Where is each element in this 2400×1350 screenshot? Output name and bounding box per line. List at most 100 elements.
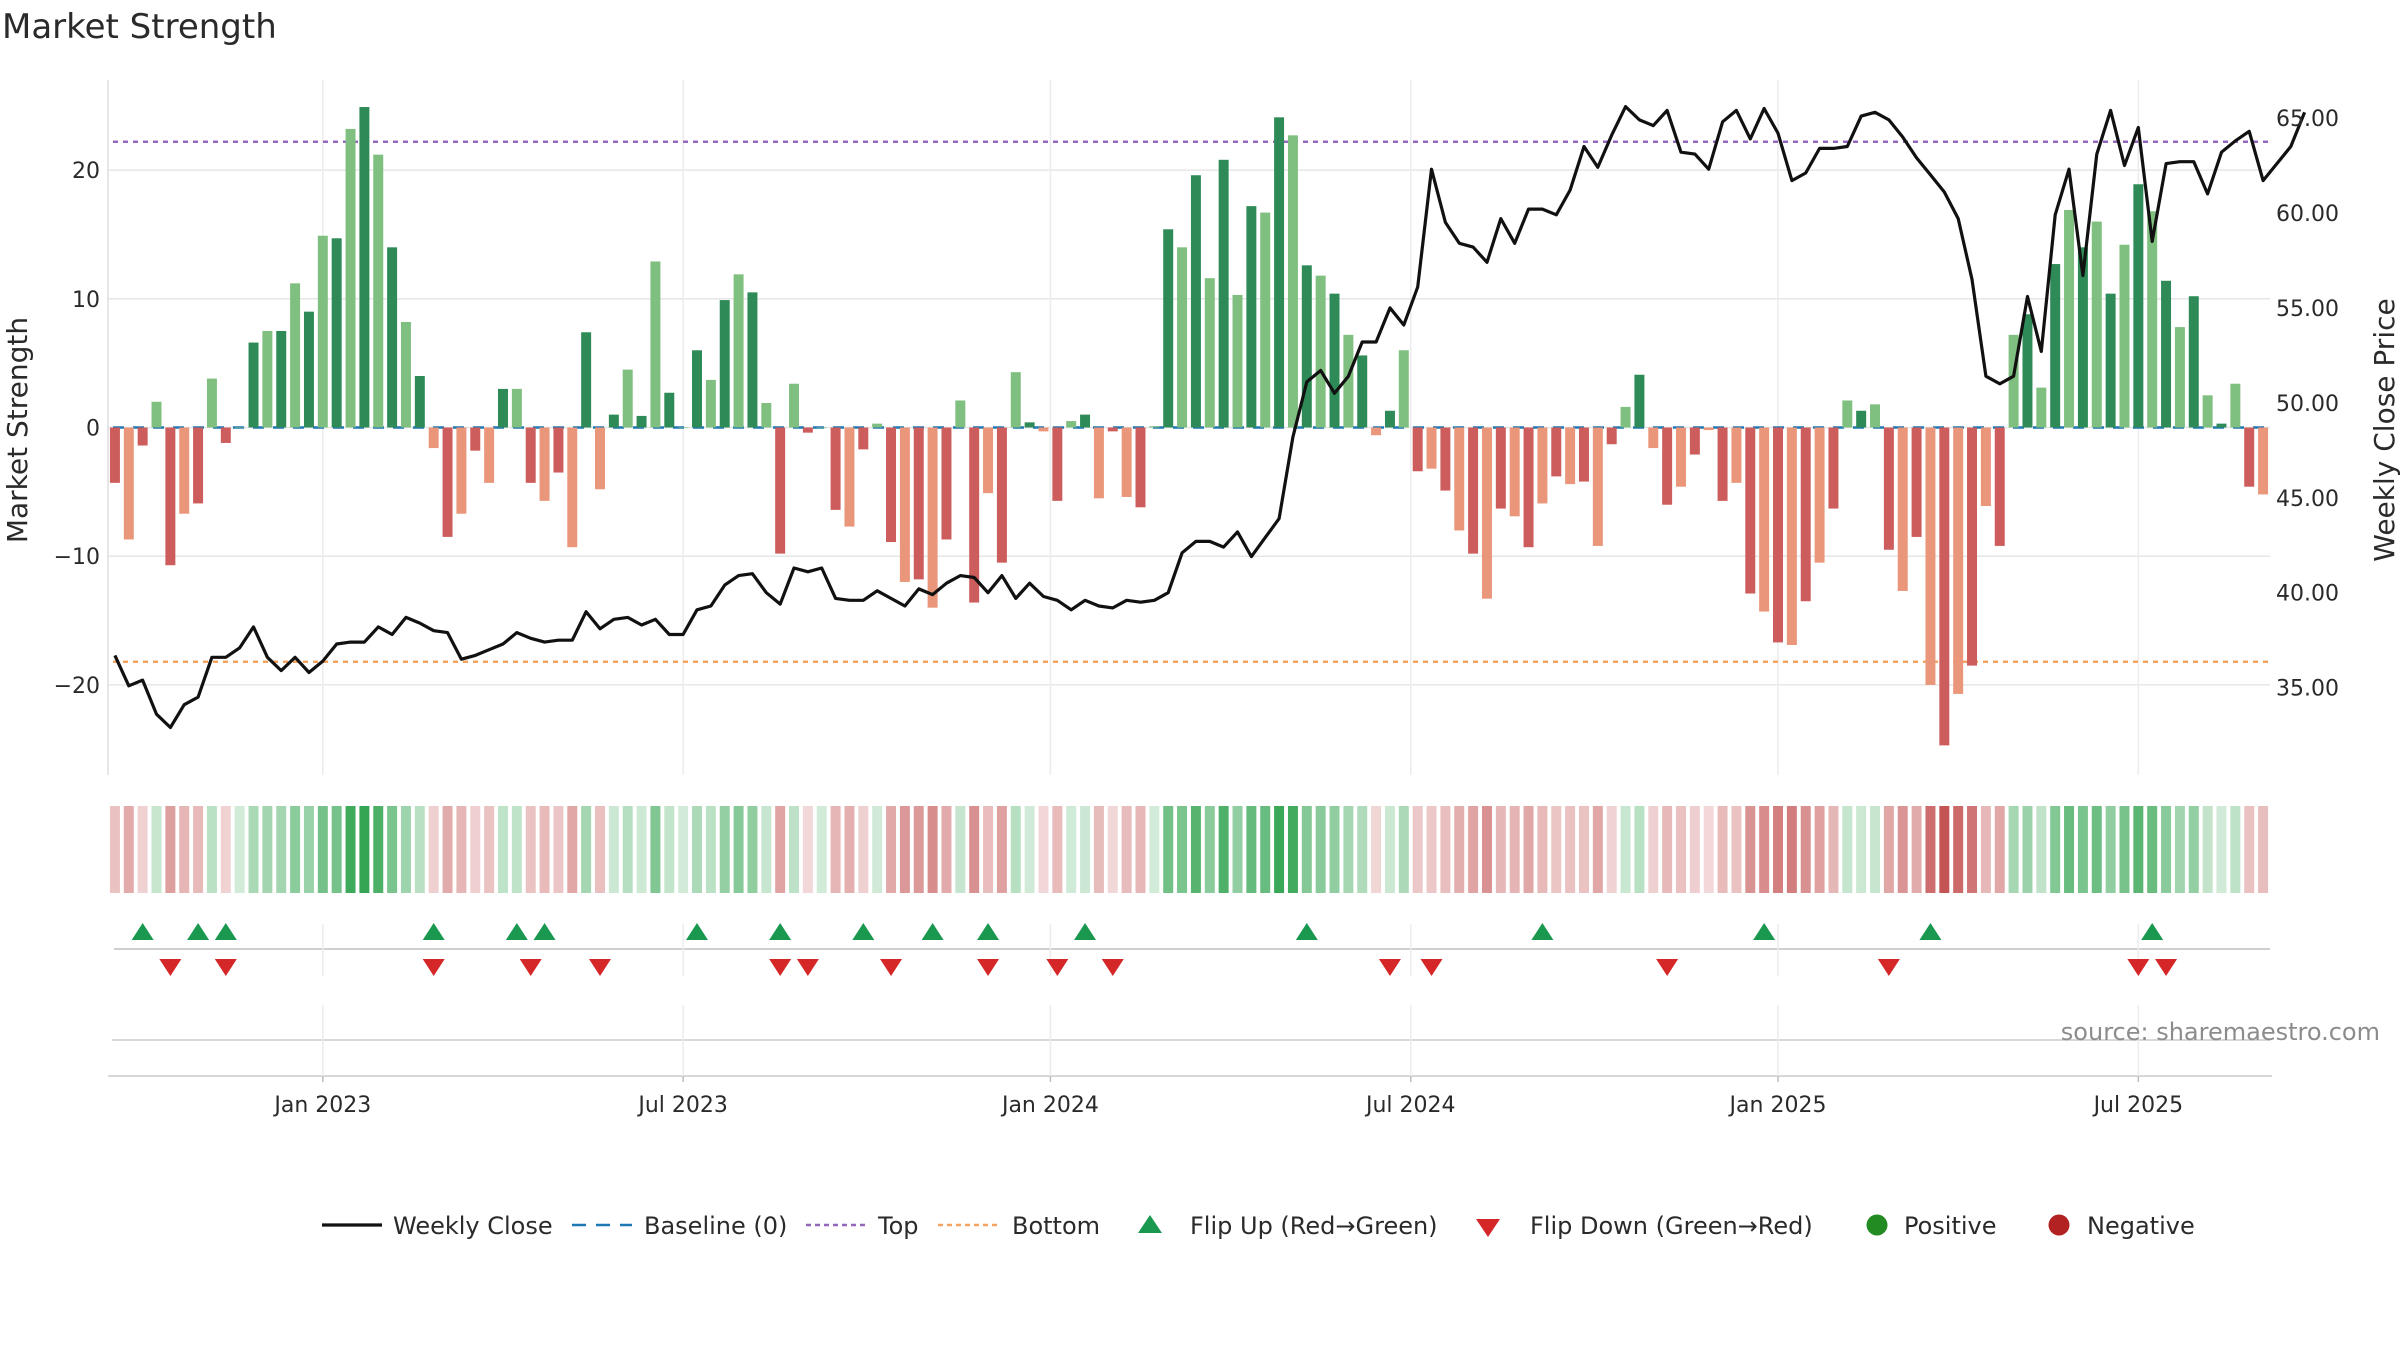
heat-cell-positive [2119, 806, 2130, 893]
heat-cell-negative [996, 806, 1007, 893]
left-tick-label: 10 [72, 288, 100, 313]
negative-bar [2244, 427, 2255, 487]
heat-cell-positive [1080, 806, 1091, 893]
heat-cell-positive [1010, 806, 1021, 893]
heat-cell-negative [1107, 806, 1118, 893]
positive-bar [2188, 296, 2199, 428]
heat-cell-positive [2036, 806, 2047, 893]
positive-bar [2064, 209, 2075, 428]
legend-label: Negative [2087, 1212, 2195, 1240]
negative-bar [844, 427, 855, 527]
heat-cell-negative [913, 806, 924, 893]
heat-cell-positive [955, 806, 966, 893]
flip-up-marker [1753, 923, 1776, 940]
negative-bar [1578, 427, 1589, 482]
negative-bar [830, 427, 841, 510]
flip-down-marker [2155, 959, 2178, 976]
heat-cell-negative [484, 806, 495, 893]
heat-cell-negative [1967, 806, 1978, 893]
chart-title: Market Strength [2, 7, 277, 47]
negative-bar [1939, 427, 1950, 746]
heat-cell-positive [2091, 806, 2102, 893]
flip-up-marker [769, 923, 792, 940]
heat-cell-positive [1301, 806, 1312, 893]
heat-cell-negative [137, 806, 148, 893]
positive-bar [719, 300, 730, 428]
flip-down-marker [880, 959, 903, 976]
heat-cell-positive [789, 806, 800, 893]
flip-up-marker [505, 923, 528, 940]
heat-cell-positive [2133, 806, 2144, 893]
heat-cell-positive [151, 806, 162, 893]
positive-bar [1274, 117, 1285, 428]
positive-bar [1177, 247, 1188, 428]
positive-bar [1842, 400, 1853, 428]
negative-bar [1883, 427, 1894, 550]
negative-bar [1371, 427, 1382, 436]
heat-cell-negative [1135, 806, 1146, 893]
right-tick-label: 65.00 [2276, 107, 2339, 132]
flip-down-marker [2127, 959, 2150, 976]
x-axis: Jan 2023 Jul 2023 Jan 2024 Jul 2024 Jan 2025… [108, 1005, 2272, 1118]
positive-bar [692, 350, 702, 428]
positive-bar [1620, 406, 1631, 428]
positive-bar [497, 388, 508, 428]
negative-bar [983, 427, 994, 494]
heat-cell-positive [1384, 806, 1395, 893]
heat-cell-negative [165, 806, 176, 893]
negative-bar [941, 427, 952, 540]
negative-bar [927, 427, 938, 608]
negative-bar [1565, 427, 1576, 485]
negative-bar [539, 427, 550, 501]
negative-bar [456, 427, 467, 514]
heat-cell-negative [1953, 806, 1964, 893]
heat-cell-positive [262, 806, 273, 893]
flip-down-marker [1046, 959, 1069, 976]
positive-bar [1232, 294, 1243, 428]
heat-cell-negative [830, 806, 841, 893]
heat-cell-positive [414, 806, 425, 893]
positive-bar [2008, 334, 2019, 428]
heat-cell-negative [109, 806, 120, 893]
heat-cell-negative [886, 806, 897, 893]
flip-up-marker [1919, 923, 1942, 940]
heat-cell-negative [1592, 806, 1603, 893]
weekly-close-line [113, 104, 2307, 730]
heat-cell-positive [2161, 806, 2172, 893]
positive-bar [1010, 372, 1021, 428]
negative-bar [1773, 427, 1783, 643]
negative-bar [442, 427, 453, 537]
strength-bars [109, 107, 2269, 746]
negative-bar [1980, 427, 1991, 507]
heat-cell-positive [747, 806, 758, 893]
negative-bar [1481, 427, 1492, 599]
heat-cell-negative [2258, 806, 2269, 893]
negative-bar [137, 427, 148, 446]
heat-cell-positive [276, 806, 287, 893]
positive-bar [872, 423, 883, 428]
positive-bar [1204, 278, 1215, 428]
positive-bar [705, 379, 716, 428]
heat-cell-positive [2230, 806, 2241, 893]
positive-bar [151, 401, 162, 428]
right-axis-label: Weekly Close Price [2368, 298, 2400, 561]
heat-cell-negative [456, 806, 467, 893]
negative-bar [1551, 427, 1562, 477]
negative-bar [858, 427, 869, 450]
positive-bar [1287, 135, 1298, 428]
strength-heat-strip [109, 806, 2269, 893]
heat-cell-negative [1052, 806, 1063, 893]
heat-cell-negative [1495, 806, 1506, 893]
positive-bar [789, 383, 800, 428]
heat-cell-positive [303, 806, 314, 893]
heat-cell-positive [2174, 806, 2185, 893]
left-tick-label: 20 [72, 159, 100, 184]
positive-bar [276, 330, 287, 428]
heat-cell-positive [1634, 806, 1645, 893]
negative-bar [109, 427, 120, 483]
right-tick-label: 45.00 [2276, 487, 2339, 512]
negative-bar [1662, 427, 1673, 505]
positive-bar [345, 128, 356, 428]
legend-flip-down-icon [1476, 1219, 1500, 1237]
positive-bar [1634, 374, 1645, 428]
